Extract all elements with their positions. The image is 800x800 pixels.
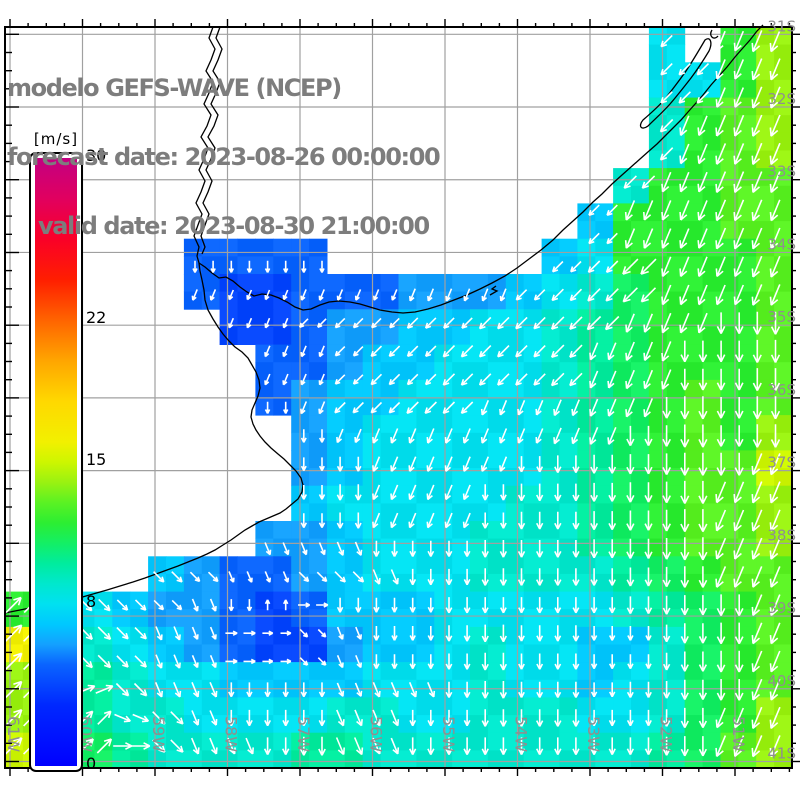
lon-label: 51W <box>729 716 748 752</box>
wind-arrows-layer <box>4 30 781 758</box>
graticule-layer <box>5 27 792 768</box>
lat-label: 35S <box>767 308 796 326</box>
lat-label: 37S <box>767 454 796 472</box>
lat-label: 36S <box>767 381 796 399</box>
lat-label: 33S <box>767 163 796 181</box>
colorbar-tick-label: 15 <box>86 450 107 469</box>
forecast-date: forecast date: 2023-08-26 00:00:00 <box>7 143 441 171</box>
colorbar <box>29 152 83 772</box>
colorbar-unit-label: [m/s] <box>33 130 79 148</box>
lon-label: 56W <box>367 716 386 752</box>
lat-label: 34S <box>767 236 796 254</box>
colorbar-tick-label: 30 <box>86 146 107 165</box>
valid-date: valid date: 2023-08-30 21:00:00 <box>38 212 430 240</box>
lat-label: 41S <box>767 745 796 763</box>
lon-label: 52W <box>657 716 676 752</box>
title-block: modelo GEFS-WAVE (NCEP) forecast date: 2… <box>7 31 441 284</box>
model-title: modelo GEFS-WAVE (NCEP) <box>7 74 342 102</box>
colorbar-tick-label: 8 <box>86 592 97 611</box>
colorbar-gradient <box>35 158 77 766</box>
lat-label: 40S <box>767 672 796 690</box>
colorbar-tick-label: 0 <box>86 754 97 773</box>
lat-label: 39S <box>767 599 796 617</box>
lat-label: 31S <box>767 17 796 35</box>
lon-label: 58W <box>222 716 241 752</box>
lat-label: 32S <box>767 90 796 108</box>
lat-label: 38S <box>767 526 796 544</box>
lon-label: 54W <box>512 716 531 752</box>
lon-label: 55W <box>439 716 458 752</box>
lon-label: 53W <box>584 716 603 752</box>
lon-label: 57W <box>294 716 313 752</box>
map-frame <box>4 19 800 776</box>
wind-arrow-field <box>4 30 781 758</box>
lon-label: 61W <box>4 716 23 752</box>
colorbar-tick-label: 22 <box>86 308 107 327</box>
lon-label: 59W <box>149 716 168 752</box>
